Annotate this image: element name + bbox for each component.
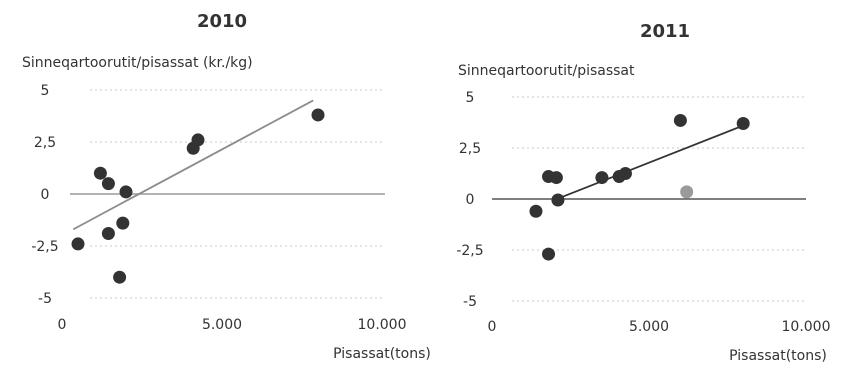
data-point — [673, 113, 687, 127]
data-point — [736, 117, 750, 131]
y-tick-label: -5 — [463, 294, 477, 310]
trend-line — [72, 99, 314, 231]
y-tick-label: 5 — [41, 83, 50, 99]
chart-2011: 2011 Sinneqartoorutit/pisassat Pisassat(… — [456, 21, 830, 364]
data-point — [119, 185, 133, 199]
y-tick-label: 0 — [41, 187, 50, 203]
y-tick-labels: 5 2,5 0 -2,5 -5 — [456, 90, 483, 310]
y-tick-labels: 5 2,5 0 -2,5 -5 — [31, 83, 58, 307]
y-tick-label: -5 — [38, 291, 52, 307]
y-tick-label: -2,5 — [456, 243, 483, 259]
data-point — [595, 171, 609, 185]
data-points — [71, 108, 325, 284]
data-point — [618, 167, 632, 180]
y-tick-label: 2,5 — [459, 141, 481, 157]
chart-2010: 2010 Sinneqartoorutit/pisassat (kr./kg) … — [22, 11, 431, 362]
data-point — [93, 166, 107, 180]
x-tick-label: 5.000 — [629, 319, 669, 335]
y-tick-label: 0 — [466, 192, 475, 208]
data-point — [101, 227, 115, 241]
x-tick-label: 10.000 — [358, 317, 407, 333]
y-tick-label: 2,5 — [34, 135, 56, 151]
data-point — [71, 237, 85, 251]
chart-title: 2011 — [640, 21, 690, 42]
data-point — [549, 171, 563, 185]
x-tick-labels: 0 5.000 10.000 — [58, 317, 407, 333]
grid — [70, 89, 385, 299]
y-tick-label: 5 — [466, 90, 475, 106]
trend-line — [551, 124, 744, 202]
y-axis-label: Sinneqartoorutit/pisassat — [458, 63, 635, 79]
x-tick-label: 0 — [58, 317, 67, 333]
x-tick-label: 10.000 — [782, 319, 831, 335]
x-axis-label: Pisassat(tons) — [729, 348, 827, 364]
data-point — [113, 270, 127, 284]
chart-title: 2010 — [197, 11, 247, 32]
trend-line — [551, 124, 744, 202]
trend-line — [72, 99, 314, 231]
data-point — [116, 216, 130, 230]
data-point-highlight — [680, 185, 694, 199]
y-tick-label: -2,5 — [31, 239, 58, 255]
y-axis-label: Sinneqartoorutit/pisassat (kr./kg) — [22, 55, 253, 71]
data-point — [311, 108, 325, 122]
x-tick-label: 5.000 — [202, 317, 242, 333]
x-tick-labels: 0 5.000 10.000 — [488, 319, 831, 335]
data-point — [551, 193, 565, 207]
grid — [492, 96, 806, 302]
data-point — [542, 247, 556, 261]
x-axis-label: Pisassat(tons) — [333, 346, 431, 362]
data-points — [529, 113, 750, 261]
x-tick-label: 0 — [488, 319, 497, 335]
data-point — [101, 177, 115, 191]
data-point — [529, 204, 543, 218]
data-point — [191, 133, 205, 147]
